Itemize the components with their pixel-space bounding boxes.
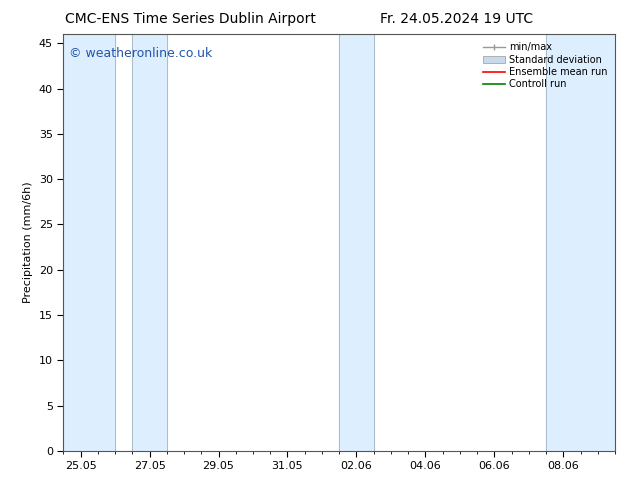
Bar bbox=[63, 34, 115, 451]
Bar bbox=[339, 34, 373, 451]
Legend: min/max, Standard deviation, Ensemble mean run, Controll run: min/max, Standard deviation, Ensemble me… bbox=[481, 39, 610, 92]
Y-axis label: Precipitation (mm/6h): Precipitation (mm/6h) bbox=[23, 182, 34, 303]
Text: CMC-ENS Time Series Dublin Airport: CMC-ENS Time Series Dublin Airport bbox=[65, 12, 316, 26]
Bar bbox=[133, 34, 167, 451]
Text: Fr. 24.05.2024 19 UTC: Fr. 24.05.2024 19 UTC bbox=[380, 12, 533, 26]
Bar bbox=[546, 34, 615, 451]
Text: © weatheronline.co.uk: © weatheronline.co.uk bbox=[69, 47, 212, 60]
